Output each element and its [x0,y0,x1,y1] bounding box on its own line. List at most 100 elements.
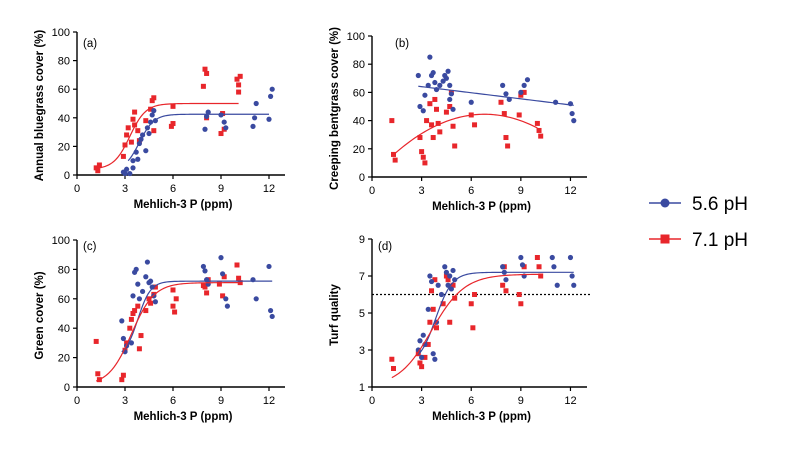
data-point [130,165,136,171]
data-point [420,108,426,114]
data-point [425,82,431,88]
data-point [468,99,474,105]
y-tick-label: 5 [359,308,365,320]
data-point [170,303,176,309]
chart-panel-3: 0 3 6 9 12 0 20 40 60 80 100 Mehlich-3 P (ppm) Green… [34,235,285,423]
data-point [204,70,210,76]
data-point [524,77,531,83]
fit-curve-ph56 [127,113,269,162]
x-tick-label: 9 [218,395,224,407]
data-point [200,263,206,270]
data-point [130,293,136,299]
data-point [120,335,126,342]
y-axis-title: Green cover (%) [34,271,46,359]
data-point [130,116,136,122]
data-point [268,93,274,99]
data-point [135,128,141,134]
data-point [569,110,575,117]
data-point [427,273,433,279]
y-tick-label: 60 [58,294,70,306]
data-point [516,292,522,297]
data-point [218,131,224,137]
data-point [445,277,451,283]
fit-curve-ph71 [391,273,540,379]
data-point [127,325,133,331]
legend-label-ph56: 5.6 pH [692,194,748,215]
data-point [534,120,540,126]
data-point [202,268,208,274]
data-point [149,98,155,104]
x-tick-label: 3 [419,395,425,407]
data-point [152,299,158,305]
x-tick-label: 3 [122,183,128,195]
data-point [429,122,435,128]
data-point [124,132,130,138]
data-point [445,68,451,74]
data-point [96,162,102,168]
data-point [503,288,509,294]
data-point [144,259,150,265]
data-point [143,148,149,154]
data-point [237,73,243,79]
data-point [498,99,504,105]
data-point [200,83,206,89]
data-point [252,115,258,121]
data-point [503,135,509,141]
data-point [391,366,396,371]
data-point [536,127,542,133]
data-point [218,112,224,118]
data-point [148,106,154,112]
series-ph71 [93,262,243,383]
data-point [424,118,430,124]
data-point [135,156,141,162]
data-point [132,109,138,115]
data-point [435,282,441,288]
x-tick-label: 6 [468,185,474,197]
data-point [389,118,395,124]
data-point [133,266,139,272]
data-point [151,128,157,134]
x-tick-label: 9 [518,395,524,407]
data-point [170,287,176,293]
data-point [430,306,436,312]
data-point [516,112,522,118]
data-point [204,113,210,119]
x-axis-title: Mehlich-3 P (ppm) [134,411,233,423]
data-point [148,278,154,284]
y-tick-label: 40 [58,323,70,335]
data-point [170,103,176,109]
data-point [422,354,428,360]
data-point [425,306,431,312]
data-point [538,133,544,139]
data-point [415,347,421,353]
y-axis-title: Annual bluegrass cover (%) [34,30,46,182]
data-point [143,118,149,124]
data-point [452,277,458,283]
data-point [415,351,421,357]
data-point [168,123,174,129]
data-point [128,316,134,322]
data-point [216,281,222,287]
data-point [218,255,224,261]
data-point [143,308,149,314]
data-point [202,126,208,132]
y-tick-label: 20 [58,141,70,153]
data-point [427,101,433,107]
data-point [132,122,138,128]
x-axis-title: Mehlich-3 P (ppm) [432,201,531,213]
y-tick-label: 40 [353,116,365,128]
data-point [148,300,154,306]
data-point [237,280,243,286]
data-point [132,308,138,314]
series-ph56 [415,54,577,124]
y-tick-label: 7 [359,271,365,283]
data-point [447,104,453,109]
data-point [567,254,574,261]
data-point [447,319,453,325]
data-point [549,254,555,261]
data-point [236,89,242,95]
data-point [470,325,476,331]
data-point [152,284,158,290]
